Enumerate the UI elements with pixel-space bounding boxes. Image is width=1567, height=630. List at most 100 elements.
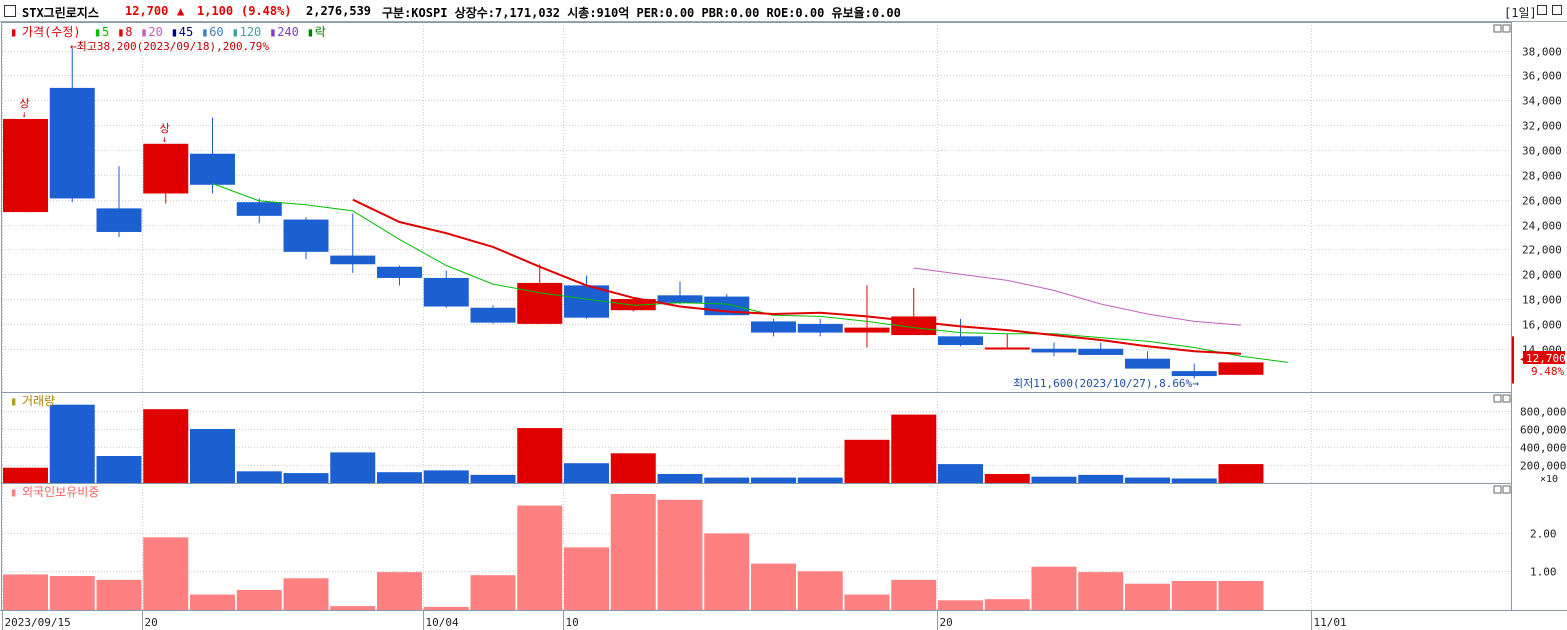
foreign-bar-5 xyxy=(236,589,282,610)
x-tick-label-5: 11/01 xyxy=(1314,616,1347,629)
legend-ma-marker-3: ▮ xyxy=(171,25,178,39)
grid-lines xyxy=(2,22,1512,610)
legend-ma-marker-4: ▮ xyxy=(201,25,208,39)
volume-bar-10 xyxy=(470,474,516,483)
volume-bar-17 xyxy=(797,477,843,483)
ma-line-5 xyxy=(212,183,1288,363)
foreign-panel-marker: ▮ xyxy=(10,485,17,499)
volume-tick-label-0: 200,000 xyxy=(1520,460,1566,473)
legend-ma-label-3: 45 xyxy=(179,25,193,39)
ma-line-20 xyxy=(913,267,1242,326)
candle-body-1 xyxy=(49,87,95,199)
volume-bar-26 xyxy=(1218,464,1264,483)
candle-body-21 xyxy=(984,347,1030,350)
panel-close-icon-2 xyxy=(1502,485,1511,494)
high-annotation: ←최고38,200(2023/09/18),200.79% xyxy=(70,40,269,53)
x-tick-label-1: 20 xyxy=(145,616,158,629)
price-tick-label-4: 22,000 xyxy=(1522,244,1562,257)
foreign-bar-10 xyxy=(470,575,516,610)
foreign-bar-21 xyxy=(984,599,1030,610)
candle-body-23 xyxy=(1078,348,1124,355)
ma-line-8 xyxy=(352,198,1242,355)
candle-body-6 xyxy=(283,219,329,252)
checkbox[interactable] xyxy=(4,5,16,17)
price-tick-label-6: 26,000 xyxy=(1522,195,1562,208)
price-panel: 상↓상↓ xyxy=(3,48,1514,384)
foreign-bar-1 xyxy=(49,575,95,610)
legend-ma-marker-2: ▮ xyxy=(140,25,147,39)
close-icon[interactable] xyxy=(1552,5,1562,15)
candle-body-11 xyxy=(517,282,563,324)
candle-body-8 xyxy=(377,266,422,278)
legend-price-label: 가격(수정) xyxy=(22,25,81,39)
last-price-box xyxy=(1523,351,1565,364)
x-tick-label-3: 10 xyxy=(566,616,579,629)
limit-up-label-3: 상 xyxy=(160,122,170,135)
legend-ma-marker-1: ▮ xyxy=(117,25,124,39)
panel-frames xyxy=(0,22,1567,611)
legend-ma-label-7: 락 xyxy=(315,25,326,39)
legend-ma-label-4: 60 xyxy=(209,25,223,39)
foreign-bar-3 xyxy=(143,537,189,610)
legend-ma-marker-0: ▮ xyxy=(94,25,101,39)
price-tick-label-3: 20,000 xyxy=(1522,269,1562,282)
volume-value: 2,276,539 xyxy=(306,4,372,18)
volume-bar-4 xyxy=(190,429,235,483)
price-tick-label-12: 38,000 xyxy=(1522,46,1562,59)
foreign-bar-24 xyxy=(1125,583,1170,610)
foreign-tick-label-0: 1.00 xyxy=(1530,566,1557,579)
maximize-icon[interactable] xyxy=(1537,5,1547,15)
x-tick-label-2: 10/04 xyxy=(426,616,459,629)
foreign-bar-2 xyxy=(96,579,142,610)
foreign-bar-20 xyxy=(938,600,983,610)
price-tick-label-10: 34,000 xyxy=(1522,95,1562,108)
foreign-bar-26 xyxy=(1218,581,1264,610)
legend-ma-marker-6: ▮ xyxy=(269,25,276,39)
foreign-bar-22 xyxy=(1031,566,1077,610)
panel-min-icon-1 xyxy=(1493,394,1502,403)
x-tick-label-0: 2023/09/15 xyxy=(5,616,71,629)
change-arrow: ▲ xyxy=(177,4,185,18)
foreign-bar-9 xyxy=(423,606,469,610)
foreign-bar-18 xyxy=(844,594,890,610)
foreign-bar-25 xyxy=(1171,581,1217,610)
legend-price-marker: ▮ xyxy=(10,25,17,39)
panel-close-icon-0 xyxy=(1502,24,1511,33)
volume-bar-2 xyxy=(96,456,142,483)
legend-ma-label-6: 240 xyxy=(277,25,299,39)
legend-ma-label-1: 8 xyxy=(125,25,132,39)
volume-bar-19 xyxy=(891,414,937,483)
candle-body-17 xyxy=(797,323,843,333)
title-bar: STX그린로지스 12,700 ▲ 1,100 (9.48%) 2,276,53… xyxy=(0,0,1567,22)
foreign-bar-23 xyxy=(1078,572,1124,610)
volume-tick-label-3: 800,000 xyxy=(1520,406,1566,419)
volume-bar-9 xyxy=(423,470,469,483)
volume-bar-6 xyxy=(283,473,329,483)
volume-bar-14 xyxy=(657,474,703,483)
volume-bar-1 xyxy=(49,404,95,483)
period-selector[interactable]: [1일] xyxy=(1504,6,1537,20)
volume-bar-16 xyxy=(751,477,796,483)
foreign-bar-4 xyxy=(190,594,235,610)
volume-bar-13 xyxy=(610,453,656,483)
candle-body-9 xyxy=(423,277,469,307)
volume-bar-23 xyxy=(1078,474,1124,483)
volume-bar-12 xyxy=(564,463,609,483)
volume-panel-marker: ▮ xyxy=(10,394,17,408)
volume-unit: ×10 xyxy=(1540,474,1558,485)
foreign-bar-12 xyxy=(564,547,609,610)
foreign-bar-16 xyxy=(751,563,796,610)
stock-chart: 상↓상↓ 2023/09/15 20 10/04 10 20 11/0114,00016,… xyxy=(0,22,1567,630)
volume-bar-24 xyxy=(1125,477,1170,483)
volume-bar-22 xyxy=(1031,476,1077,483)
low-annotation: 최저11,600(2023/10/27),8.66%→ xyxy=(1013,377,1199,390)
candle-body-14 xyxy=(657,295,703,303)
price-tick-label-7: 28,000 xyxy=(1522,170,1562,183)
volume-bar-15 xyxy=(704,477,750,483)
candle-body-7 xyxy=(330,255,376,265)
volume-bar-21 xyxy=(984,474,1030,483)
foreign-bar-17 xyxy=(797,571,843,610)
change-percent: (9.48%) xyxy=(241,4,292,18)
candle-body-24 xyxy=(1125,358,1170,369)
volume-tick-label-2: 600,000 xyxy=(1520,424,1566,437)
